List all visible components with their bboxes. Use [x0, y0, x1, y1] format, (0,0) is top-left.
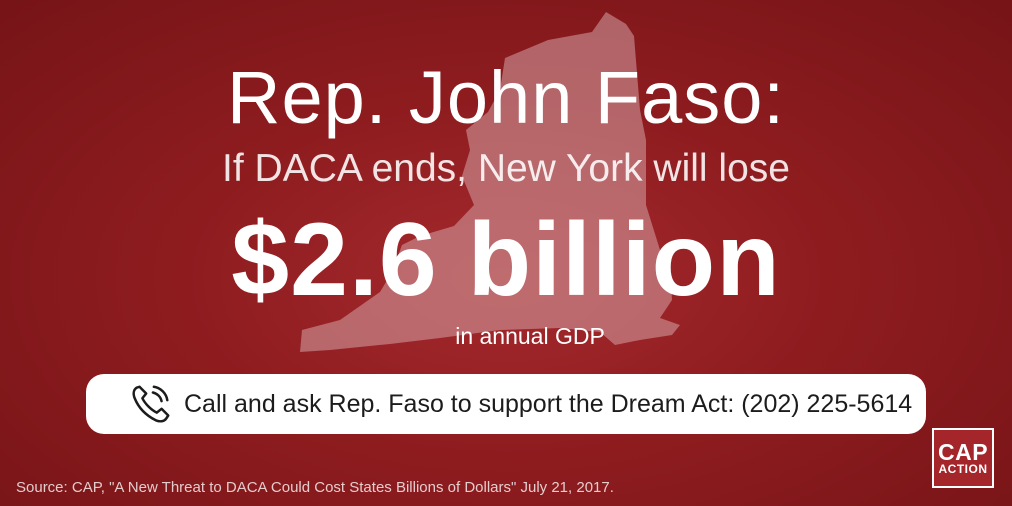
amount-figure: $2.6 billion: [231, 202, 781, 318]
source-citation: Source: CAP, "A New Threat to DACA Could…: [16, 479, 614, 496]
logo-line-2: ACTION: [938, 461, 988, 476]
cap-action-logo: CAP ACTION: [932, 428, 994, 488]
phone-icon: [132, 385, 170, 423]
logo-line-1: CAP: [937, 438, 989, 465]
amount-unit: in annual GDP: [455, 323, 605, 349]
subline: If DACA ends, New York will lose: [222, 147, 790, 190]
call-to-action-text: Call and ask Rep. Faso to support the Dr…: [184, 390, 913, 418]
call-to-action-banner: Call and ask Rep. Faso to support the Dr…: [86, 374, 926, 434]
headline: Rep. John Faso:: [227, 56, 785, 139]
